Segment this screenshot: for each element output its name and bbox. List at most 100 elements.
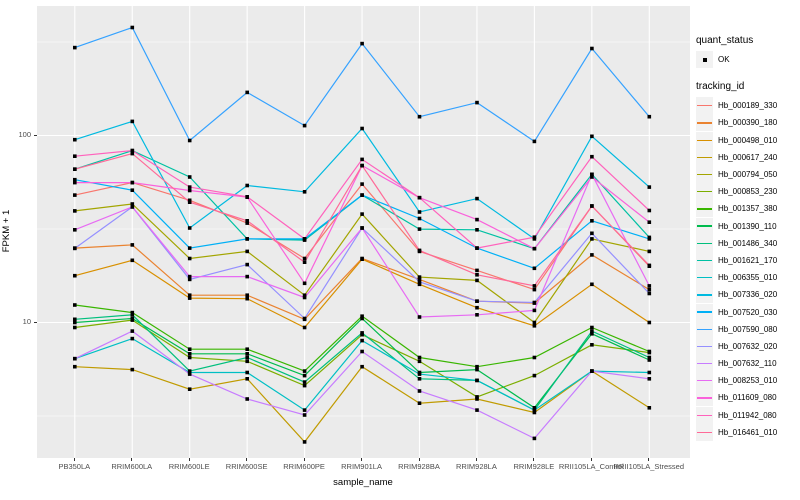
- legend-key-box: [696, 337, 713, 355]
- data-point: [130, 310, 134, 314]
- data-point: [589, 46, 594, 50]
- data-point: [72, 325, 77, 329]
- data-point: [417, 114, 421, 118]
- data-point: [72, 153, 77, 158]
- data-point: [417, 371, 421, 376]
- data-point: [532, 246, 536, 250]
- x-tick-label-RRIM928LE: RRIM928LE: [513, 462, 555, 471]
- legend-item-Hb_007632_110: Hb_007632_110: [696, 355, 800, 373]
- data-point: [532, 283, 536, 288]
- legend-key-box: [696, 286, 713, 304]
- legend-item-label: OK: [718, 55, 730, 65]
- data-point: [417, 274, 421, 279]
- data-point: [647, 370, 651, 374]
- data-point: [359, 181, 364, 186]
- legend-key-line-icon: [697, 277, 712, 279]
- data-point: [130, 180, 134, 184]
- data-point: [130, 119, 134, 123]
- legend-item-Hb_008253_010: Hb_008253_010: [696, 372, 800, 390]
- legend-key-box: [696, 131, 713, 149]
- x-tick-label-RRIM928LA: RRIM928LA: [456, 462, 497, 471]
- data-point: [359, 211, 364, 216]
- legend-key-line-icon: [697, 191, 712, 193]
- data-point: [474, 407, 479, 412]
- data-point: [302, 383, 306, 387]
- data-point: [302, 256, 306, 260]
- data-point: [417, 279, 421, 284]
- data-point: [244, 262, 249, 266]
- data-point: [130, 328, 134, 333]
- legend-key-line-icon: [697, 105, 712, 107]
- data-point: [302, 412, 306, 417]
- y-tick-mark: [33, 321, 37, 323]
- legend-key-box: [696, 217, 713, 235]
- data-point: [417, 314, 421, 319]
- data-point: [474, 364, 479, 368]
- data-point: [187, 188, 191, 192]
- data-point: [187, 245, 191, 250]
- legend-key-box: [696, 234, 713, 252]
- x-tick-mark: [533, 458, 535, 461]
- legend-item-label: Hb_007590_080: [718, 324, 778, 334]
- legend-item-Hb_000617_240: Hb_000617_240: [696, 148, 800, 166]
- data-point: [532, 139, 536, 143]
- data-point: [589, 368, 594, 373]
- data-point: [589, 172, 594, 176]
- legend-item-Hb_011942_080: Hb_011942_080: [696, 406, 800, 424]
- data-point: [130, 148, 134, 152]
- x-tick-label-RRIM600LE: RRIM600LE: [168, 462, 210, 471]
- legend-key-line-icon: [697, 139, 712, 141]
- legend-key-box: [696, 200, 713, 218]
- data-point: [187, 138, 191, 142]
- data-point: [532, 407, 536, 412]
- x-tick-mark: [303, 458, 305, 461]
- data-point: [647, 405, 651, 410]
- legend-item-Hb_000853_230: Hb_000853_230: [696, 183, 800, 201]
- legend-key-box: [696, 406, 713, 424]
- data-point: [187, 351, 191, 356]
- data-point: [302, 407, 306, 412]
- legend-item-label: Hb_000189_330: [718, 101, 778, 111]
- data-point: [589, 154, 594, 158]
- data-point: [72, 320, 77, 324]
- data-point: [532, 405, 536, 410]
- data-point: [359, 338, 364, 342]
- x-tick-mark: [73, 458, 75, 461]
- data-point: [130, 367, 134, 371]
- data-point: [244, 396, 249, 401]
- data-point: [302, 236, 306, 241]
- data-point: [359, 126, 364, 130]
- data-point: [72, 45, 77, 49]
- data-point: [244, 370, 249, 374]
- x-tick-mark: [475, 458, 477, 461]
- legend-key-box: [696, 303, 713, 321]
- legend-key-line-icon: [697, 328, 712, 330]
- data-point: [130, 312, 134, 317]
- data-point: [589, 252, 594, 257]
- data-point: [359, 225, 364, 230]
- data-point: [647, 283, 651, 288]
- data-point: [359, 330, 364, 335]
- data-point: [72, 177, 77, 181]
- data-point: [474, 217, 479, 221]
- data-point: [130, 258, 134, 262]
- data-point: [589, 174, 594, 179]
- x-tick-mark: [418, 458, 420, 461]
- data-point: [302, 439, 306, 444]
- legend-item-Hb_001357_380: Hb_001357_380: [696, 200, 800, 218]
- data-point: [589, 231, 594, 235]
- data-point: [474, 196, 479, 200]
- data-point: [244, 220, 249, 225]
- data-point: [244, 90, 249, 94]
- data-point: [589, 236, 594, 241]
- data-point: [130, 242, 134, 247]
- legend-key-box: [696, 251, 713, 269]
- legend-key-box: [696, 372, 713, 390]
- x-tick-mark: [648, 458, 650, 461]
- data-point: [130, 25, 134, 29]
- legend-key-line-icon: [697, 294, 712, 296]
- data-point: [302, 368, 306, 373]
- legend-key-line-icon: [697, 414, 712, 416]
- legend-item-Hb_007336_020: Hb_007336_020: [696, 286, 800, 304]
